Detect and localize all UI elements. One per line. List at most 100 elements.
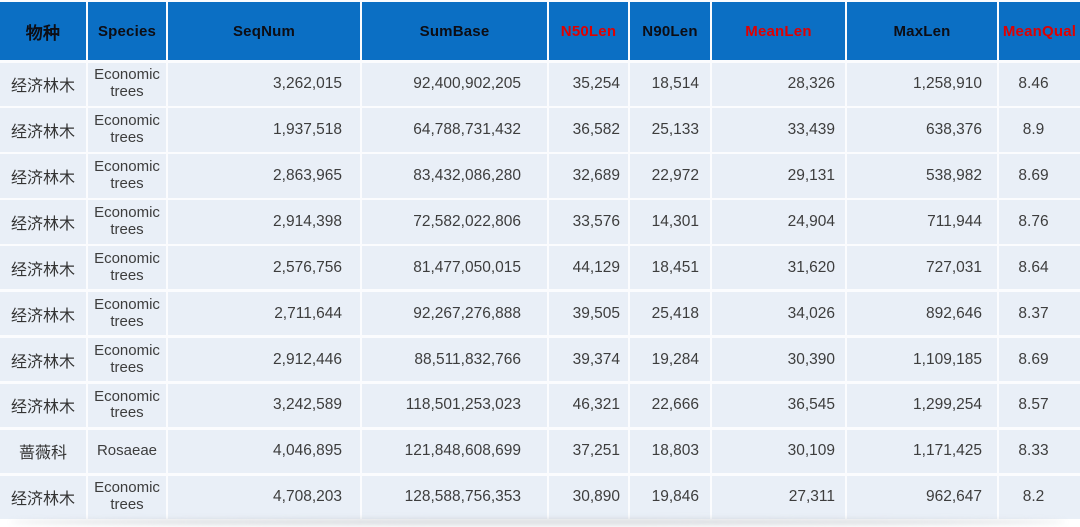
cell-sumbase: 64,788,731,432 — [362, 108, 547, 152]
cell-maxlen: 538,982 — [847, 154, 997, 198]
cell-maxlen: 892,646 — [847, 291, 997, 336]
cell-maxlen: 638,376 — [847, 108, 997, 152]
cell-meanqual: 8.76 — [999, 200, 1080, 244]
cell-species-en: Economic trees — [88, 291, 166, 336]
cell-meanqual: 8.46 — [999, 62, 1080, 106]
cell-n50len: 46,321 — [549, 383, 628, 428]
cell-n90len: 22,972 — [630, 154, 710, 198]
header-cell-sumbase: SumBase — [362, 2, 547, 60]
cell-species-cn: 蔷薇科 — [0, 429, 86, 474]
cell-n50len: 32,689 — [549, 154, 628, 198]
cell-meanlen: 27,311 — [712, 475, 845, 519]
header-cell-meanqual: MeanQual — [999, 2, 1080, 60]
cell-meanlen: 29,131 — [712, 154, 845, 198]
cell-species-en: Economic trees — [88, 246, 166, 290]
cell-maxlen: 727,031 — [847, 246, 997, 290]
table-drop-shadow — [10, 519, 1066, 525]
cell-sumbase: 83,432,086,280 — [362, 154, 547, 198]
cell-species-en: Economic trees — [88, 337, 166, 382]
cell-species-en: Economic trees — [88, 154, 166, 198]
cell-species-en: Rosaeae — [88, 429, 166, 474]
cell-species-cn: 经济林木 — [0, 383, 86, 428]
cell-seqnum: 4,708,203 — [168, 475, 360, 519]
header-cell-maxlen: MaxLen — [847, 2, 997, 60]
cell-seqnum: 1,937,518 — [168, 108, 360, 152]
cell-species-en: Economic trees — [88, 62, 166, 106]
cell-n90len: 19,284 — [630, 337, 710, 382]
cell-n50len: 35,254 — [549, 62, 628, 106]
cell-meanqual: 8.37 — [999, 291, 1080, 336]
cell-seqnum: 2,912,446 — [168, 337, 360, 382]
cell-sumbase: 88,511,832,766 — [362, 337, 547, 382]
cell-species-cn: 经济林木 — [0, 62, 86, 106]
cell-n90len: 25,418 — [630, 291, 710, 336]
cell-maxlen: 1,258,910 — [847, 62, 997, 106]
cell-meanqual: 8.2 — [999, 475, 1080, 519]
cell-n50len: 33,576 — [549, 200, 628, 244]
cell-seqnum: 2,576,756 — [168, 246, 360, 290]
cell-n50len: 36,582 — [549, 108, 628, 152]
cell-species-cn: 经济林木 — [0, 154, 86, 198]
cell-n50len: 44,129 — [549, 246, 628, 290]
cell-n50len: 37,251 — [549, 429, 628, 474]
cell-meanlen: 24,904 — [712, 200, 845, 244]
cell-n50len: 39,374 — [549, 337, 628, 382]
cell-species-en: Economic trees — [88, 200, 166, 244]
cell-meanlen: 31,620 — [712, 246, 845, 290]
cell-meanlen: 28,326 — [712, 62, 845, 106]
cell-n50len: 39,505 — [549, 291, 628, 336]
cell-meanlen: 33,439 — [712, 108, 845, 152]
cell-species-cn: 经济林木 — [0, 246, 86, 290]
cell-sumbase: 72,582,022,806 — [362, 200, 547, 244]
cell-n90len: 18,451 — [630, 246, 710, 290]
cell-sumbase: 92,400,902,205 — [362, 62, 547, 106]
cell-meanqual: 8.69 — [999, 337, 1080, 382]
cell-species-cn: 经济林木 — [0, 475, 86, 519]
cell-species-en: Economic trees — [88, 383, 166, 428]
cell-n90len: 22,666 — [630, 383, 710, 428]
cell-meanqual: 8.69 — [999, 154, 1080, 198]
cell-n90len: 25,133 — [630, 108, 710, 152]
cell-sumbase: 118,501,253,023 — [362, 383, 547, 428]
cell-meanlen: 34,026 — [712, 291, 845, 336]
cell-species-cn: 经济林木 — [0, 337, 86, 382]
cell-seqnum: 3,242,589 — [168, 383, 360, 428]
cell-n50len: 30,890 — [549, 475, 628, 519]
cell-n90len: 18,514 — [630, 62, 710, 106]
header-cell-species-cn: 物种 — [0, 2, 86, 60]
header-cell-n50len: N50Len — [549, 2, 628, 60]
cell-seqnum: 2,914,398 — [168, 200, 360, 244]
cell-seqnum: 4,046,895 — [168, 429, 360, 474]
cell-meanqual: 8.64 — [999, 246, 1080, 290]
cell-sumbase: 121,848,608,699 — [362, 429, 547, 474]
cell-species-en: Economic trees — [88, 475, 166, 519]
cell-seqnum: 3,262,015 — [168, 62, 360, 106]
cell-meanlen: 30,109 — [712, 429, 845, 474]
header-cell-meanlen: MeanLen — [712, 2, 845, 60]
cell-meanlen: 36,545 — [712, 383, 845, 428]
cell-maxlen: 711,944 — [847, 200, 997, 244]
cell-species-cn: 经济林木 — [0, 108, 86, 152]
cell-sumbase: 92,267,276,888 — [362, 291, 547, 336]
cell-sumbase: 128,588,756,353 — [362, 475, 547, 519]
cell-maxlen: 1,299,254 — [847, 383, 997, 428]
cell-meanqual: 8.33 — [999, 429, 1080, 474]
cell-n90len: 19,846 — [630, 475, 710, 519]
cell-maxlen: 1,171,425 — [847, 429, 997, 474]
cell-n90len: 18,803 — [630, 429, 710, 474]
header-cell-n90len: N90Len — [630, 2, 710, 60]
cell-meanlen: 30,390 — [712, 337, 845, 382]
cell-maxlen: 962,647 — [847, 475, 997, 519]
cell-n90len: 14,301 — [630, 200, 710, 244]
cell-species-en: Economic trees — [88, 108, 166, 152]
cell-species-cn: 经济林木 — [0, 291, 86, 336]
cell-sumbase: 81,477,050,015 — [362, 246, 547, 290]
cell-meanqual: 8.9 — [999, 108, 1080, 152]
cell-maxlen: 1,109,185 — [847, 337, 997, 382]
cell-meanqual: 8.57 — [999, 383, 1080, 428]
cell-seqnum: 2,863,965 — [168, 154, 360, 198]
header-cell-species-en: Species — [88, 2, 166, 60]
cell-species-cn: 经济林木 — [0, 200, 86, 244]
header-cell-seqnum: SeqNum — [168, 2, 360, 60]
